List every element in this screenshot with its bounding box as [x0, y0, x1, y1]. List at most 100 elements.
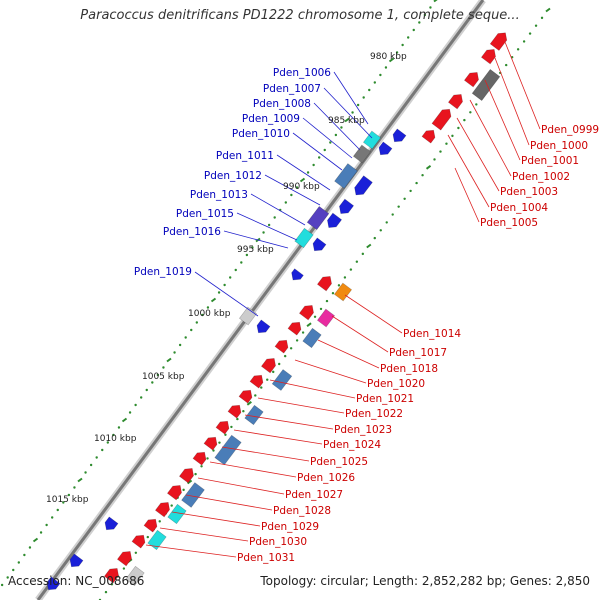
tick-dot-outer [223, 283, 226, 287]
gene-label-pden-1013[interactable]: Pden_1013 [190, 189, 248, 201]
gene-label-pden-1020[interactable]: Pden_1020 [367, 378, 425, 390]
tick-dot-outer [117, 426, 121, 429]
tick-dot-outer [12, 568, 15, 572]
gene-label-pden-1029[interactable]: Pden_1029 [261, 521, 319, 533]
gene-label-pden-1014[interactable]: Pden_1014 [403, 328, 461, 340]
reverse-gene-arrow-10 [69, 553, 84, 568]
reverse-gene-arrow-2 [378, 141, 393, 156]
forward-gene-arrow-15 [215, 420, 230, 435]
gene-label-pden-1016[interactable]: Pden_1016 [163, 226, 221, 238]
gene-label-pden-1024[interactable]: Pden_1024 [323, 439, 381, 451]
tick-dot-outer [162, 366, 165, 369]
label-connectors [145, 41, 541, 558]
forward-gene-arrow-4-shape [447, 94, 463, 110]
gene-label-pden-1018[interactable]: Pden_1018 [380, 363, 438, 375]
tick-dot-inner [301, 331, 305, 334]
tick-dot-outer [145, 388, 148, 392]
pink-feature-box [316, 308, 336, 328]
tick-dot-inner [306, 322, 312, 327]
reverse-gene-arrow-11 [46, 576, 61, 591]
gene-label-pden-1006[interactable]: Pden_1006 [273, 67, 331, 79]
cyan-feature-1 [167, 503, 187, 525]
gene-label-pden-1007[interactable]: Pden_1007 [263, 83, 321, 95]
connector-reverse-2 [323, 87, 373, 139]
gene-label-pden-1031[interactable]: Pden_1031 [237, 552, 295, 564]
map-title: Paracoccus denitrificans PD1222 chromoso… [80, 8, 520, 23]
tick-dot-outer [234, 268, 237, 272]
tick-dot-inner [200, 465, 203, 468]
connector-forward-19 [185, 494, 273, 511]
forward-gene-arrow-17-shape [192, 451, 207, 466]
gene-label-pden-1012[interactable]: Pden_1012 [204, 170, 262, 182]
gene-label-pden-1017[interactable]: Pden_1017 [389, 347, 447, 359]
gene-label-pden-1023[interactable]: Pden_1023 [334, 424, 392, 436]
gene-label-pden-1011[interactable]: Pden_1011 [216, 150, 274, 162]
gene-label-pden-1021[interactable]: Pden_1021 [356, 393, 414, 405]
tick-dot-outer [295, 186, 299, 189]
forward-gene-arrow-14-shape [227, 404, 242, 419]
gene-label-pden-1010[interactable]: Pden_1010 [232, 128, 290, 140]
tick-dot-outer [195, 321, 199, 324]
kbp-label-1010: 1010 kbp [94, 434, 137, 444]
tick-dot-inner [182, 488, 185, 492]
tick-dot-inner [403, 197, 406, 200]
pink-feature-box-shape [316, 308, 336, 328]
forward-gene-arrow-8 [298, 305, 314, 321]
gene-label-pden-1003[interactable]: Pden_1003 [500, 186, 558, 198]
gene-label-pden-1030[interactable]: Pden_1030 [249, 536, 307, 548]
connector-forward-1 [504, 41, 541, 130]
kbp-label-1005: 1005 kbp [142, 372, 185, 382]
gene-features [46, 32, 508, 591]
tick-dot-outer [73, 486, 76, 489]
tick-dot-inner [146, 535, 149, 539]
tick-dot-outer [166, 357, 172, 363]
tick-dot-outer [340, 126, 343, 129]
cyan-feature-2-shape [147, 529, 167, 551]
connector-forward-7 [454, 167, 480, 223]
tick-dot-inner [230, 425, 233, 429]
connector-forward-8 [344, 294, 403, 334]
gene-label-pden-1022[interactable]: Pden_1022 [345, 408, 403, 420]
gene-label-pden-1019[interactable]: Pden_1019 [134, 266, 192, 278]
tick-dot-outer [433, 0, 438, 3]
reverse-gene-arrow-6 [312, 237, 327, 252]
tick-dot-outer [217, 291, 221, 294]
gene-label-pden-1009[interactable]: Pden_1009 [242, 113, 300, 125]
cyan-feature-2 [147, 529, 167, 551]
forward-gene-arrow-6-shape [421, 129, 436, 144]
gene-label-pden-1002[interactable]: Pden_1002 [512, 171, 570, 183]
pseudogene-box-shape [471, 68, 501, 102]
connector-forward-11 [294, 359, 367, 384]
tick-dot-inner [218, 441, 221, 444]
tick-dot-outer [351, 111, 354, 114]
tick-dot-inner [366, 243, 372, 249]
tick-dot-outer [262, 231, 265, 234]
gene-label-pden-1004[interactable]: Pden_1004 [490, 202, 548, 214]
tick-dot-outer [290, 193, 293, 197]
tick-dot-outer [178, 343, 182, 347]
gene-label-pden-1001[interactable]: Pden_1001 [521, 155, 579, 167]
reverse-gene-arrow-1-shape [392, 128, 407, 143]
gene-label-pden-1005[interactable]: Pden_1005 [480, 217, 538, 229]
gene-label-pden-1008[interactable]: Pden_1008 [253, 98, 311, 110]
gene-label-pden-1026[interactable]: Pden_1026 [297, 472, 355, 484]
tick-dot-outer [373, 81, 377, 84]
gene-label-pden-1027[interactable]: Pden_1027 [285, 489, 343, 501]
gene-label-pden-0999[interactable]: Pden_0999 [541, 124, 599, 136]
forward-gene-arrow-11 [260, 358, 276, 374]
gene-label-pden-1000[interactable]: Pden_1000 [530, 140, 588, 152]
connector-reverse-9 [236, 212, 298, 241]
tick-dot-outer [6, 576, 9, 579]
tick-dot-inner [295, 339, 299, 342]
tick-dot-outer [201, 313, 204, 317]
gene-label-pden-1028[interactable]: Pden_1028 [273, 505, 331, 517]
gene-label-pden-1025[interactable]: Pden_1025 [310, 456, 368, 468]
gene-label-pden-1015[interactable]: Pden_1015 [176, 208, 234, 220]
connector-forward-3 [484, 79, 521, 161]
forward-gene-arrow-16-shape [203, 436, 218, 451]
forward-gene-arrow-10-shape [274, 339, 289, 354]
rna-feature-4 [214, 434, 242, 466]
forward-gene-arrow-2 [480, 49, 496, 65]
tick-dot-inner [445, 142, 448, 145]
